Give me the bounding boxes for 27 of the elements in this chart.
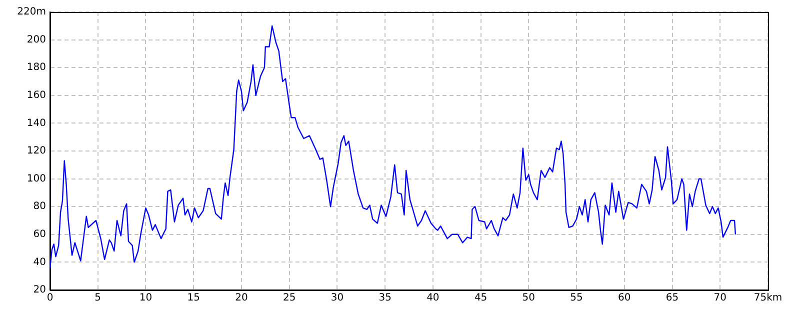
y-tick-label: 80: [33, 201, 46, 212]
y-tick-label: 200: [26, 34, 46, 46]
y-tick-label: 40: [33, 256, 46, 268]
x-tick-label: 70: [714, 292, 726, 304]
x-tick-label: 45: [474, 292, 488, 304]
x-tick-label: 15: [187, 292, 200, 304]
x-tick-label: 55: [570, 292, 583, 304]
x-tick-label: 40: [426, 292, 440, 304]
x-tick-label: 65: [666, 292, 679, 304]
x-tick-label: 30: [330, 292, 344, 304]
x-tick-label: 35: [378, 292, 392, 304]
y-tick-label: 100: [26, 173, 46, 184]
x-tick-label: 5: [94, 292, 102, 304]
y-tick-label: 60: [33, 228, 46, 240]
x-tick-label: 50: [522, 292, 536, 304]
y-tick-label: 220m: [17, 6, 46, 18]
x-tick-label: 0: [46, 292, 54, 304]
y-tick-label: 20: [33, 284, 46, 296]
x-tick-label: 10: [139, 292, 152, 304]
x-tick-label: 20: [235, 292, 248, 304]
y-tick-label: 120: [26, 146, 46, 157]
x-tick-label: 25: [282, 292, 296, 304]
y-tick-label: 140: [26, 118, 46, 129]
x-tick-label: 75km: [754, 292, 782, 304]
y-tick-label: 160: [26, 90, 46, 101]
y-tick-label: 180: [26, 62, 46, 74]
x-tick-label: 60: [618, 292, 631, 304]
